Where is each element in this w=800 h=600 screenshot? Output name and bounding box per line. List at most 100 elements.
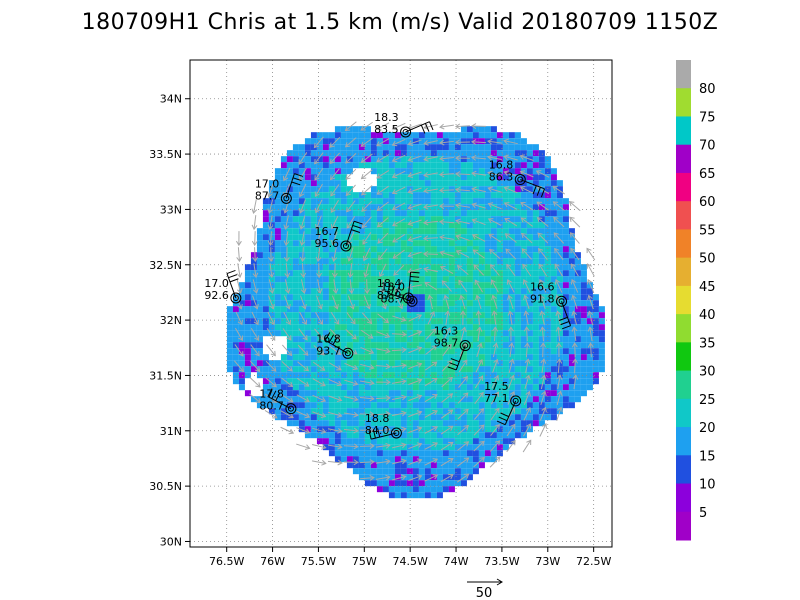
wind-vector [536, 201, 549, 211]
wind-cell [550, 396, 557, 403]
wind-cell [442, 342, 449, 349]
wind-cell [262, 216, 269, 223]
wind-vector-head [463, 473, 470, 479]
wind-cell [328, 198, 335, 205]
wind-vector-head [416, 330, 423, 336]
wind-cell [352, 270, 359, 277]
wind-cell [352, 330, 359, 337]
wind-cell [292, 246, 299, 253]
wind-cell [268, 312, 275, 319]
wind-barb [325, 339, 349, 354]
wind-vector-head [555, 326, 562, 332]
wind-vector [285, 231, 289, 246]
wind-cell [412, 144, 419, 151]
dropsonde-speed-label: 18.8 [365, 412, 390, 425]
wind-vector-head [455, 202, 461, 209]
wind-cell [430, 132, 437, 139]
wind-cell [394, 372, 401, 379]
wind-cell [364, 156, 371, 163]
wind-cell [316, 210, 323, 217]
wind-vector-head [523, 326, 530, 332]
wind-cell [442, 204, 449, 211]
wind-cell [418, 378, 425, 385]
wind-cell [472, 300, 479, 307]
wind-cell [352, 312, 359, 319]
wind-cell [550, 306, 557, 313]
wind-cell [418, 432, 425, 439]
wind-cell [418, 456, 425, 463]
wind-cell [316, 390, 323, 397]
wind-barb-flag [271, 390, 277, 399]
wind-vector [330, 168, 340, 180]
wind-cell [388, 186, 395, 193]
wind-vector [392, 234, 406, 243]
wind-cell [460, 126, 467, 133]
wind-cell [352, 360, 359, 367]
wind-cell [256, 324, 263, 331]
wind-cell [550, 348, 557, 355]
wind-cell [364, 300, 371, 307]
wind-cell [478, 336, 485, 343]
wind-cell [508, 198, 515, 205]
wind-cell [382, 462, 389, 469]
wind-cell [424, 384, 431, 391]
wind-cell [478, 402, 485, 409]
wind-cell [376, 450, 383, 457]
wind-cell [484, 360, 491, 367]
wind-cell [562, 354, 569, 361]
wind-cell [370, 312, 377, 319]
wind-cell [454, 348, 461, 355]
wind-vector [299, 183, 307, 197]
wind-cell [568, 336, 575, 343]
wind-vector-head [570, 247, 576, 254]
wind-cell [262, 252, 269, 259]
wind-vector-head [329, 142, 335, 148]
wind-cell [448, 336, 455, 343]
wind-cell [358, 348, 365, 355]
wind-vector-head [335, 349, 342, 356]
wind-vector-head [519, 186, 526, 192]
wind-cell [514, 306, 521, 313]
wind-cell [310, 198, 317, 205]
wind-cell [226, 330, 233, 337]
wind-cell [286, 246, 293, 253]
wind-cell [370, 444, 377, 451]
wind-vector [312, 427, 326, 433]
wind-vector [424, 394, 438, 403]
wind-vector-head [432, 426, 438, 432]
wind-vector-head [423, 156, 429, 162]
wind-vector [249, 377, 261, 388]
wind-cell [460, 228, 467, 235]
wind-cell [274, 210, 281, 217]
wind-cell [562, 396, 569, 403]
wind-vector-head [475, 310, 482, 316]
wind-vector-head [570, 278, 577, 285]
wind-vector-head [331, 272, 338, 279]
wind-vector-head [331, 240, 337, 246]
wind-cell [358, 426, 365, 433]
wind-cell [580, 360, 587, 367]
wind-cell [292, 414, 299, 421]
wind-cell [466, 468, 473, 475]
wind-vector-head [369, 411, 375, 418]
wind-cell [358, 312, 365, 319]
wind-vector-head [254, 335, 260, 341]
wind-cell [388, 330, 395, 337]
wind-cell [526, 348, 533, 355]
wind-vector [375, 365, 390, 368]
wind-cell [520, 144, 527, 151]
wind-cell [442, 264, 449, 271]
wind-cell [562, 258, 569, 265]
wind-barb-flag [424, 123, 430, 132]
wind-cell [322, 390, 329, 397]
wind-cell [358, 270, 365, 277]
wind-cell [388, 162, 395, 169]
wind-cell [370, 258, 377, 265]
wind-vector [391, 349, 406, 352]
wind-vector [539, 279, 547, 293]
wind-cell [382, 234, 389, 241]
wind-cell [508, 258, 515, 265]
wind-cell [370, 426, 377, 433]
wind-cell [454, 420, 461, 427]
